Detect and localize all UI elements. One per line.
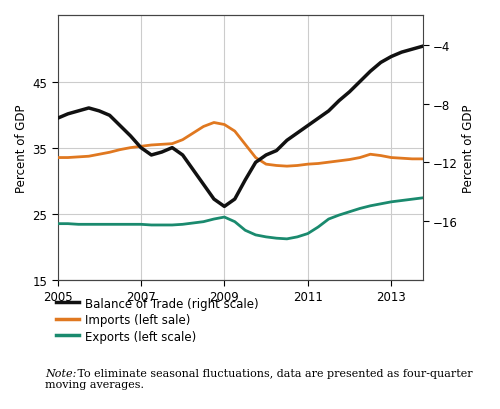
Text: moving averages.: moving averages.: [45, 380, 144, 389]
Y-axis label: Percent of GDP: Percent of GDP: [462, 104, 475, 192]
Y-axis label: Percent of GDP: Percent of GDP: [15, 104, 28, 192]
Legend: Balance of Trade (right scale), Imports (left sale), Exports (left scale): Balance of Trade (right scale), Imports …: [51, 292, 264, 348]
Text: Note:: Note:: [45, 369, 76, 378]
Text: To eliminate seasonal fluctuations, data are presented as four-quarter: To eliminate seasonal fluctuations, data…: [74, 369, 472, 378]
